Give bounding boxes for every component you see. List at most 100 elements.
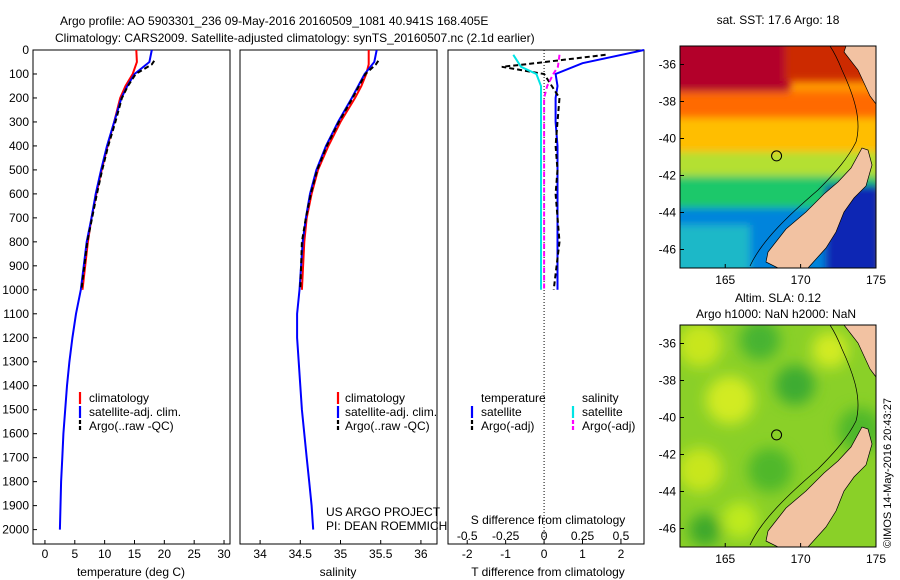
sst-map-title: sat. SST: 17.6 Argo: 18: [717, 13, 840, 27]
legend-label-sal-argo: Argo(-adj): [582, 419, 635, 433]
south-island-landmass: [765, 426, 873, 547]
map-y-tick-label: -44: [659, 206, 677, 220]
map-y-tick-label: -42: [659, 448, 677, 462]
x-tick-label: 10: [98, 547, 112, 561]
depth-tick-label: 1500: [2, 403, 29, 417]
sla-map: Altim. SLA: 0.12 Argo h1000: NaN h2000: …: [659, 291, 887, 566]
x-tick-label: 1: [579, 547, 586, 561]
series-line-argo-adj: [501, 53, 606, 290]
series-line-argo-adj: [543, 54, 561, 290]
salinity-x-label: salinity: [320, 565, 357, 579]
map-y-tick-label: -46: [659, 243, 677, 257]
difference-x-label: T difference from climatology: [471, 565, 625, 579]
map-x-tick-label: 175: [866, 552, 886, 566]
x-tick-label: 34: [253, 547, 267, 561]
legend-label-temp-satellite: satellite: [481, 405, 522, 419]
top-tick-label: -0.5: [457, 529, 478, 543]
top-tick-label: 0.25: [571, 529, 595, 543]
x-tick-label: 35.5: [369, 547, 393, 561]
argo-position-marker: [771, 150, 783, 162]
legend-title-temperature: temperature: [481, 391, 546, 405]
legend-label-satellite: satellite-adj. clim.: [345, 405, 437, 419]
top-tick-label: 0: [541, 529, 548, 543]
depth-tick-label: 1300: [2, 355, 29, 369]
depth-tick-label: 1200: [2, 331, 29, 345]
map-y-tick-label: -36: [659, 337, 677, 351]
map-y-tick-label: -38: [659, 95, 677, 109]
shelf-contour: [749, 46, 859, 267]
north-island-landmass: [843, 325, 876, 378]
map-y-tick-label: -40: [659, 132, 677, 146]
x-tick-label: -1: [500, 547, 511, 561]
depth-tick-label: 200: [9, 91, 29, 105]
x-tick-label: 25: [188, 547, 202, 561]
depth-tick-label: 0: [22, 43, 29, 57]
x-tick-label: 15: [128, 547, 142, 561]
top-tick-label: -0.25: [492, 529, 520, 543]
depth-tick-label: 1600: [2, 427, 29, 441]
sla-map-subtitle: Argo h1000: NaN h2000: NaN: [696, 307, 856, 321]
map-y-tick-label: -38: [659, 374, 677, 388]
sst-map-frame: [679, 45, 877, 269]
x-tick-label: -2: [462, 547, 473, 561]
series-line-argo-raw-qc: [80, 60, 156, 290]
legend-label-climatology: climatology: [345, 391, 405, 405]
series-line-argo-raw-qc: [299, 60, 380, 290]
x-tick-label: 2: [618, 547, 625, 561]
north-island-landmass: [843, 46, 876, 105]
map-x-tick-label: 170: [791, 552, 811, 566]
depth-tick-label: 1400: [2, 379, 29, 393]
difference-legend: temperature salinity satellite Argo(-adj…: [470, 391, 635, 433]
difference-axes-box: [447, 49, 645, 545]
legend-label-sal-satellite: satellite: [582, 405, 623, 419]
header-line-1: Argo profile: AO 5903301_236 09-May-2016…: [60, 14, 488, 28]
sla-map-title: Altim. SLA: 0.12: [735, 291, 821, 305]
legend-label-argo: Argo(..raw -QC): [345, 419, 430, 433]
map-x-tick-label: 165: [715, 552, 735, 566]
map-y-tick-label: -46: [659, 522, 677, 536]
series-line-satellite: [512, 54, 542, 290]
sla-map-frame: [679, 324, 877, 548]
difference-x-ticks: -2 -1 0 1 2: [462, 540, 625, 561]
salinity-series: [296, 49, 380, 530]
map-y-tick-label: -42: [659, 169, 677, 183]
argo-position-marker: [771, 429, 783, 441]
sst-map: sat. SST: 17.6 Argo: 18 165 170 175 -36 -38 -…: [659, 13, 887, 287]
map-y-tick-label: -44: [659, 485, 677, 499]
depth-tick-label: 1000: [2, 283, 29, 297]
pi-annotation: PI: DEAN ROEMMICH: [326, 519, 447, 533]
project-annotation: US ARGO PROJECT: [326, 505, 441, 519]
salinity-x-ticks: 34 34.5 35 35.5 36: [253, 540, 428, 561]
map-x-tick-label: 175: [866, 273, 886, 287]
x-tick-label: 36: [414, 547, 428, 561]
depth-tick-label: 2000: [2, 523, 29, 537]
difference-top-label: S difference from climatology: [471, 513, 626, 527]
sla-map-axes: 165 170 175 -36 -38 -40 -42 -44 -46: [659, 337, 887, 567]
temperature-x-label: temperature (deg C): [77, 565, 185, 579]
x-tick-label: 0: [42, 547, 49, 561]
depth-tick-label: 1900: [2, 499, 29, 513]
legend-label-argo: Argo(..raw -QC): [89, 419, 174, 433]
difference-series: [501, 49, 645, 290]
x-tick-label: 5: [71, 547, 78, 561]
x-tick-label: 0: [541, 547, 548, 561]
x-tick-label: 20: [158, 547, 172, 561]
depth-tick-label: 800: [9, 235, 29, 249]
x-tick-label: 34.5: [289, 547, 313, 561]
difference-panel: -2 -1 0 1 2 -0.5 -0.25 0 0.25 0.5 T difference f…: [447, 49, 645, 579]
map-x-tick-label: 165: [715, 273, 735, 287]
south-island-landmass: [765, 147, 873, 268]
salinity-axes-box: [239, 49, 438, 545]
header-line-2: Climatology: CARS2009. Satellite-adjuste…: [55, 31, 535, 45]
salinity-legend: climatology satellite-adj. clim. Argo(..…: [336, 391, 437, 433]
depth-tick-label: 300: [9, 115, 29, 129]
temperature-axes-box: [32, 49, 231, 545]
x-tick-label: 35: [334, 547, 348, 561]
sst-map-axes: 165 170 175 -36 -38 -40 -42 -44 -46: [659, 58, 887, 288]
depth-tick-label: 1800: [2, 475, 29, 489]
depth-tick-label: 1100: [3, 307, 29, 321]
legend-title-salinity: salinity: [582, 391, 619, 405]
legend-label-satellite: satellite-adj. clim.: [89, 405, 181, 419]
imos-credit: ©IMOS 14-May-2016 20:43:27: [882, 398, 894, 548]
depth-tick-label: 400: [9, 139, 29, 153]
